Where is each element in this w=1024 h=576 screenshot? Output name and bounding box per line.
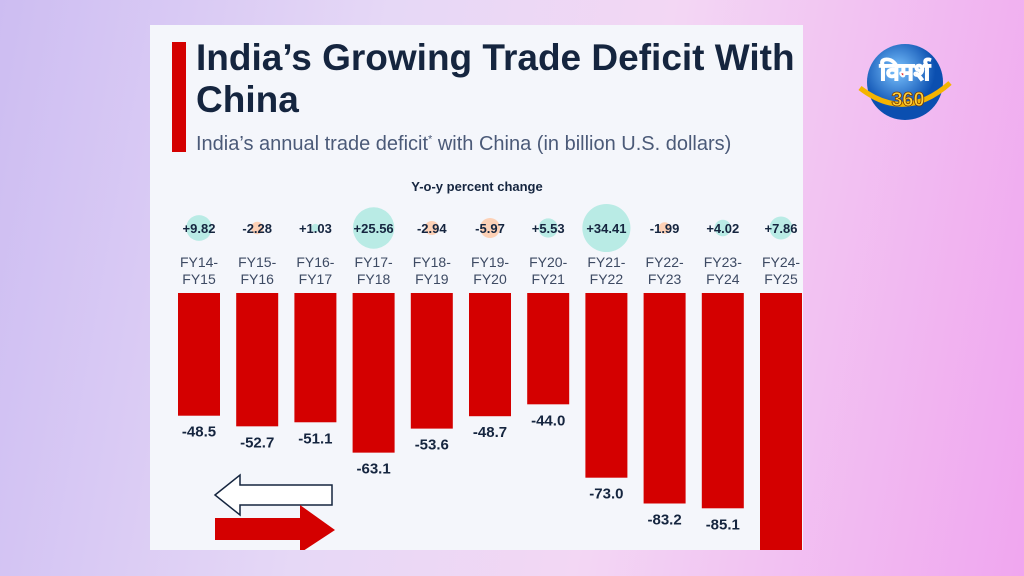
yoy-value-label: +5.53 [532, 221, 565, 236]
yoy-bubble [769, 216, 793, 240]
yoy-bubble [538, 218, 558, 238]
bar [294, 293, 337, 423]
category-label: FY21- [587, 254, 625, 270]
footnote-mark: * [428, 133, 433, 146]
category-label: FY16 [240, 271, 274, 287]
bar [410, 293, 453, 429]
category-label: FY20 [473, 271, 507, 287]
yoy-bubble [424, 220, 439, 236]
yoy-value-label: -2.94 [417, 221, 447, 236]
category-label: FY20- [529, 254, 567, 270]
category-label: FY22- [646, 254, 684, 270]
bar-value-label: -52.7 [240, 434, 274, 451]
bar-value-label: -44.0 [531, 412, 565, 429]
category-label: FY17- [355, 254, 393, 270]
category-label: FY18 [357, 271, 391, 287]
vimarsh-360-logo: विमर्श 360 [858, 44, 952, 120]
category-label: FY15- [238, 254, 276, 270]
bar-value-label: -63.1 [356, 461, 390, 478]
category-label: FY23- [704, 254, 742, 270]
bar [236, 293, 279, 427]
left-arrow-icon [213, 473, 333, 517]
yoy-bubble [251, 221, 264, 235]
yoy-bubble [714, 219, 732, 237]
svg-text:360: 360 [891, 89, 924, 111]
yoy-value-label: +7.86 [765, 221, 798, 236]
bar-value-label: -48.7 [473, 424, 507, 441]
yoy-value-label: -1.99 [650, 221, 680, 236]
bar [585, 293, 628, 478]
category-label: FY14- [180, 254, 218, 270]
bar [527, 293, 570, 405]
category-label: FY23 [648, 271, 682, 287]
bar [469, 293, 511, 417]
bar [643, 293, 686, 504]
chart-panel: India’s Growing Trade Deficit With China… [150, 25, 803, 550]
title-accent-bar [172, 42, 186, 152]
category-label: FY19- [471, 254, 509, 270]
category-label: FY22 [590, 271, 624, 287]
category-label: FY24- [762, 254, 800, 270]
yoy-value-label: +9.82 [183, 221, 216, 236]
category-label: FY18- [413, 254, 451, 270]
yoy-bubble [582, 203, 631, 253]
right-arrow-icon [215, 505, 335, 550]
yoy-bubble [186, 215, 212, 241]
yoy-value-label: +34.41 [586, 221, 626, 236]
bar-value-label: -85.1 [706, 516, 740, 533]
yoy-value-label: +25.56 [354, 221, 394, 236]
bar-value-label: -51.1 [298, 430, 332, 447]
bar [760, 293, 802, 550]
yoy-label: Y-o-y percent change [411, 179, 542, 194]
chart-subtitle: India’s annual trade deficit* with China… [196, 133, 731, 156]
bar [352, 293, 395, 453]
svg-text:विमर्श: विमर्श [879, 58, 932, 86]
bar-value-label: -48.5 [182, 424, 216, 441]
category-label: FY21 [531, 271, 565, 287]
bar-value-label: -83.2 [647, 511, 681, 528]
yoy-bubble [311, 223, 320, 233]
bar [178, 293, 220, 416]
bar-value-label: -73.0 [589, 486, 623, 503]
bar [701, 293, 744, 509]
bar-chart: Y-o-y percent change +9.82 FY14-FY15 -48.5… [178, 179, 802, 550]
yoy-bubble [658, 222, 671, 234]
subtitle-rest: with China (in billion U.S. dollars) [432, 133, 732, 155]
category-label: FY16- [296, 254, 334, 270]
category-label: FY25 [764, 271, 798, 287]
category-label: FY17 [299, 271, 333, 287]
category-label: FY15 [182, 271, 216, 287]
subtitle-text: India’s annual trade deficit [196, 133, 429, 155]
yoy-value-label: +4.02 [706, 221, 739, 236]
category-label: FY19 [415, 271, 449, 287]
yoy-bubble [352, 207, 395, 249]
chart-title: India’s Growing Trade Deficit With China [196, 37, 795, 120]
yoy-value-label: -5.97 [475, 221, 505, 236]
yoy-value-label: +1.03 [299, 221, 332, 236]
yoy-bubble [479, 217, 501, 239]
yoy-value-label: -2.28 [242, 221, 272, 236]
bar-value-label: -53.6 [415, 437, 449, 454]
category-label: FY24 [706, 271, 740, 287]
